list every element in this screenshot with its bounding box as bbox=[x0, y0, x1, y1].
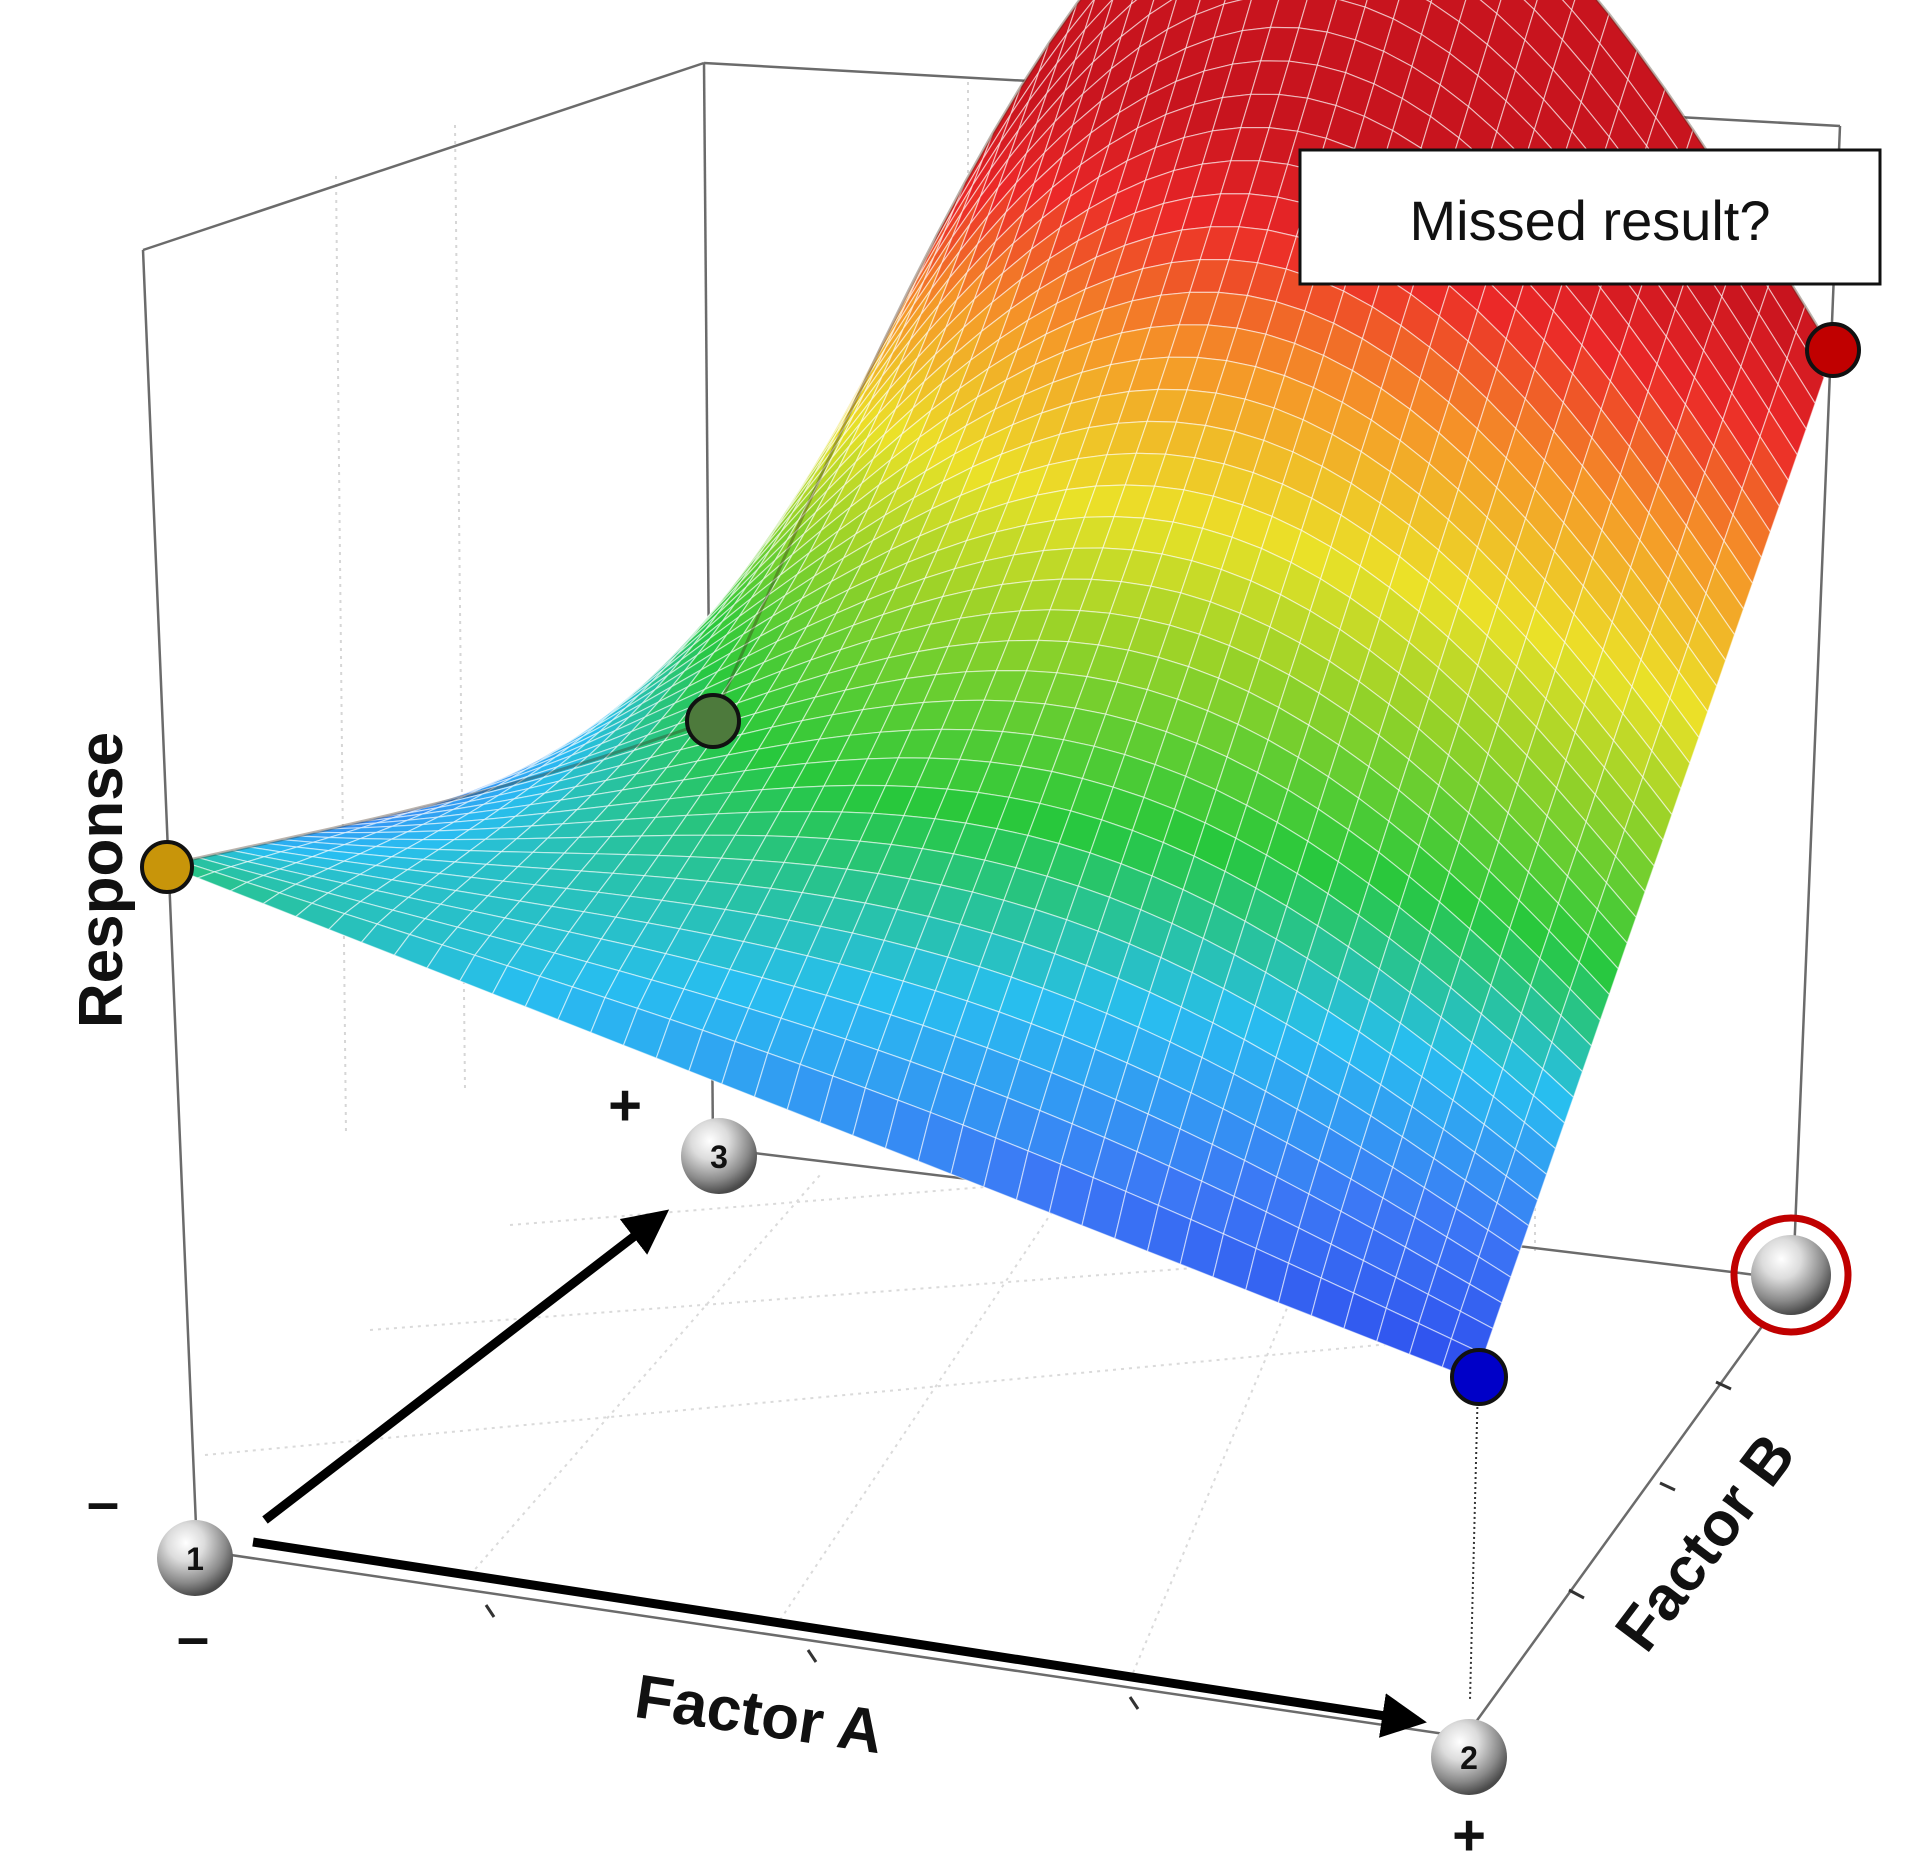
drop-line bbox=[1469, 1381, 1479, 1701]
run-1-label: 1 bbox=[186, 1541, 204, 1577]
x-axis-title: Factor A bbox=[631, 1662, 888, 1767]
response-surface bbox=[162, 0, 1835, 1381]
y-axis-title: Factor B bbox=[1602, 1421, 1808, 1663]
run-2-label: 2 bbox=[1460, 1740, 1478, 1776]
run-ball-3: 3 bbox=[681, 1118, 757, 1194]
arrow-factor-b bbox=[262, 1209, 670, 1524]
run-ball-missed bbox=[1730, 1214, 1852, 1336]
factor-a-high-sign: + bbox=[1452, 1803, 1486, 1864]
axis-ticks bbox=[484, 1380, 1732, 1710]
factor-b-high-sign: + bbox=[608, 1073, 642, 1138]
missed-result-callout: Missed result? bbox=[1298, 148, 1882, 286]
factor-b-low-sign: – bbox=[87, 1470, 119, 1535]
point-left-face bbox=[140, 840, 194, 894]
run-3-label: 3 bbox=[710, 1139, 728, 1175]
point-back-left bbox=[685, 693, 741, 749]
missed-result-text: Missed result? bbox=[1409, 189, 1770, 252]
arrow-factor-a bbox=[252, 1537, 1427, 1738]
z-axis-title: Response bbox=[67, 732, 136, 1028]
factor-a-low-sign: – bbox=[177, 1605, 209, 1670]
run-ball-1: 1 bbox=[157, 1520, 233, 1596]
point-top-right bbox=[1805, 322, 1861, 378]
plot-frame bbox=[141, 61, 1842, 1739]
run-ball-2: 2 bbox=[1431, 1719, 1507, 1795]
missed-highlight-ring bbox=[1730, 1214, 1852, 1336]
point-bottom-right bbox=[1450, 1348, 1508, 1406]
